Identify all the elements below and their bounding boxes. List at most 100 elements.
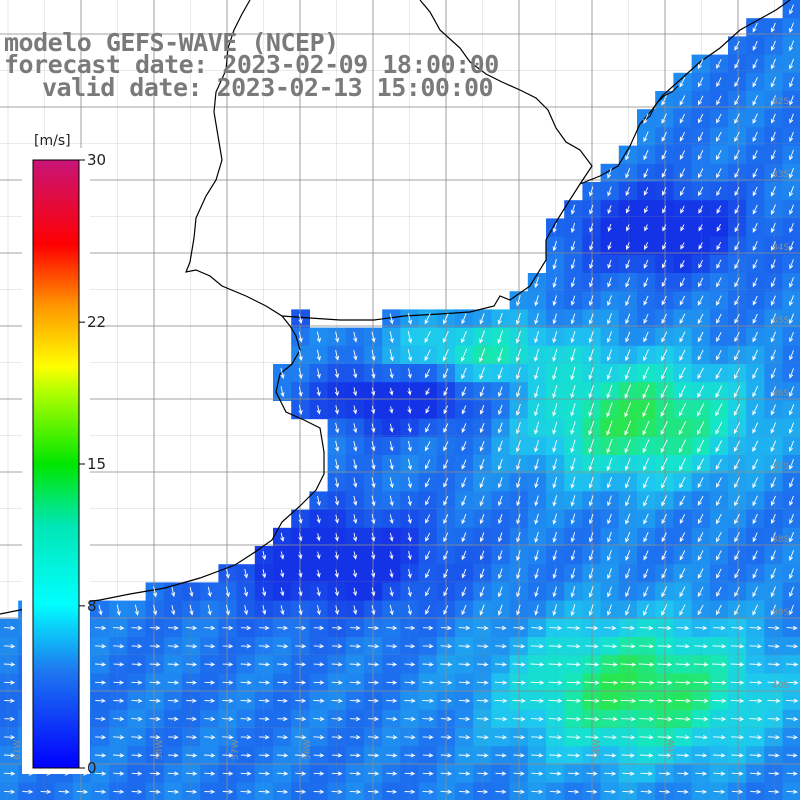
wind-arrow <box>770 368 776 379</box>
wind-arrow <box>476 625 489 631</box>
wind-arrow <box>789 95 794 106</box>
wind-arrow <box>570 313 576 325</box>
wind-arrow <box>716 113 722 124</box>
wind-arrow <box>661 113 667 124</box>
wind-arrow <box>425 459 431 470</box>
wind-arrow <box>767 698 781 704</box>
wind-arrow <box>240 625 252 631</box>
wind-arrow <box>731 753 744 758</box>
wind-arrow <box>171 586 176 598</box>
wind-arrow <box>789 586 794 598</box>
wind-arrow <box>3 625 16 631</box>
wind-arrow <box>349 698 361 703</box>
wind-arrow <box>697 604 704 616</box>
wind-arrow <box>331 789 343 794</box>
wind-arrow <box>276 662 289 667</box>
wind-arrow <box>167 644 180 649</box>
wind-arrow <box>149 753 161 758</box>
wind-arrow <box>240 753 252 758</box>
wind-arrow <box>607 568 612 580</box>
wind-arrow <box>222 698 234 703</box>
wind-arrow <box>334 405 339 415</box>
wind-arrow <box>243 568 249 579</box>
wind-arrow <box>570 277 576 288</box>
wind-arrow <box>407 477 412 489</box>
wind-arrow <box>730 716 745 722</box>
wind-arrow <box>352 569 358 578</box>
wind-arrow <box>3 753 16 758</box>
wind-arrow <box>131 662 143 667</box>
wind-arrow <box>368 680 380 685</box>
wind-arrow <box>371 387 376 397</box>
wind-arrow <box>422 625 434 631</box>
wind-arrow <box>680 205 685 214</box>
longitude-label: 54W <box>593 740 603 760</box>
wind-arrow <box>786 625 798 631</box>
wind-arrow <box>497 477 503 489</box>
wind-arrow <box>353 440 358 452</box>
wind-arrow <box>334 514 339 524</box>
wind-arrow <box>712 662 727 667</box>
wind-arrow <box>770 386 777 398</box>
wind-arrow <box>422 771 434 776</box>
wind-arrow <box>534 313 539 325</box>
wind-arrow <box>789 186 795 197</box>
wind-arrow <box>461 604 467 616</box>
wind-arrow <box>731 735 745 740</box>
wind-arrow <box>386 753 398 758</box>
wind-arrow <box>58 789 70 794</box>
wind-arrow <box>243 587 249 597</box>
wind-arrow <box>207 586 212 598</box>
wind-arrow <box>149 662 161 667</box>
wind-arrow <box>693 662 709 667</box>
wind-arrow <box>643 513 649 525</box>
wind-arrow <box>570 532 576 543</box>
wind-arrow <box>588 439 595 454</box>
wind-arrow <box>570 604 576 617</box>
wind-arrow <box>588 568 594 580</box>
wind-arrow <box>752 331 758 343</box>
wind-arrow <box>716 313 722 324</box>
wind-arrow <box>407 532 412 542</box>
wind-arrow <box>371 477 376 489</box>
wind-arrow <box>698 277 704 288</box>
wind-arrow <box>353 423 358 434</box>
wind-arrow <box>389 514 394 525</box>
wind-arrow <box>643 568 649 579</box>
wind-arrow <box>185 789 198 794</box>
wind-arrow <box>661 458 668 471</box>
wind-arrow <box>461 459 467 470</box>
wind-arrow <box>589 223 594 233</box>
wind-arrow <box>313 680 325 685</box>
wind-arrow <box>443 514 449 525</box>
wind-arrow <box>424 441 431 452</box>
wind-arrow <box>131 735 143 740</box>
wind-arrow <box>94 771 107 776</box>
wind-arrow <box>752 186 758 197</box>
wind-arrow <box>389 368 394 379</box>
wind-arrow <box>589 277 594 288</box>
wind-arrow <box>461 386 467 397</box>
wind-arrow <box>625 313 631 325</box>
wind-arrow <box>602 662 618 667</box>
wind-arrow <box>534 531 539 543</box>
wind-arrow <box>675 716 691 722</box>
wind-arrow <box>588 313 594 325</box>
wind-arrow <box>661 168 667 178</box>
wind-arrow <box>661 513 667 525</box>
wind-arrow <box>789 350 794 361</box>
wind-arrow <box>620 662 637 667</box>
wind-arrow <box>389 569 394 579</box>
wind-arrow <box>295 680 307 685</box>
wind-arrow <box>657 735 673 740</box>
wind-arrow <box>516 385 521 398</box>
wind-arrow <box>661 95 668 106</box>
wind-arrow <box>95 680 107 685</box>
wind-arrow <box>679 458 686 471</box>
wind-arrow <box>752 168 758 179</box>
wind-arrow <box>680 277 685 288</box>
wind-arrow <box>679 385 686 399</box>
wind-arrow <box>566 662 581 667</box>
wind-arrow <box>425 387 430 396</box>
wind-arrow <box>443 477 449 488</box>
